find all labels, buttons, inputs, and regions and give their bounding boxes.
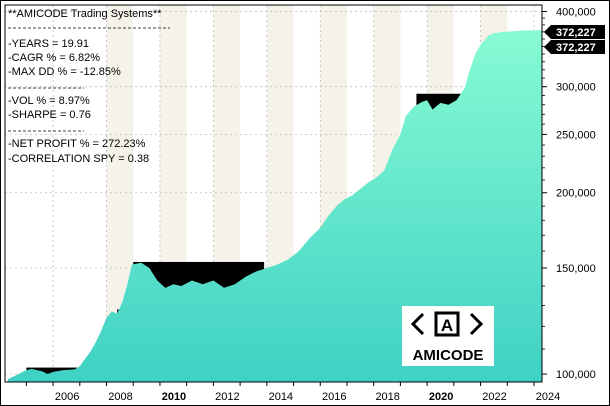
stat-vol: -VOL % = 8.97% [8, 95, 90, 107]
stat-sharpe: -SHARPE = 0.76 [8, 109, 91, 121]
stat-correlation: -CORRELATION SPY = 0.38 [8, 153, 149, 165]
x-tick-label: 2018 [375, 391, 399, 403]
y-tick-label: 250,000 [556, 129, 596, 141]
last-value-tag [544, 25, 605, 39]
y-tick-label: 300,000 [556, 82, 596, 94]
stats-title: **AMICODE Trading Systems** [8, 8, 162, 20]
y-tick-label: 150,000 [556, 263, 596, 275]
y-tick-label: 200,000 [556, 188, 596, 200]
last-value-tags: 372,227 372,227 [544, 25, 605, 54]
x-tick-label: 2024 [536, 391, 560, 403]
logo-box [434, 311, 460, 337]
x-tick-label: 2006 [55, 391, 79, 403]
x-axis: 2006 2008 2010 2012 2014 2016 2018 2020 2022 2024 [25, 382, 560, 403]
logo-left-chevron [410, 312, 425, 336]
plot-frame [4, 4, 543, 383]
stat-cagr: -CAGR % = 6.82% [8, 52, 100, 64]
logo-text: AMICODE [413, 347, 484, 364]
last-value-label: 372,227 [556, 27, 596, 39]
stat-max-dd: -MAX DD % = -12.85% [8, 66, 121, 78]
y-tick-label: 100,000 [556, 369, 596, 381]
stat-net-profit: -NET PROFIT % = 272.23% [8, 138, 146, 150]
stat-years: -YEARS = 19.91 [8, 38, 89, 50]
last-value-label: 372,227 [556, 42, 596, 54]
amicode-logo: A AMICODE [402, 306, 494, 366]
x-tick-label: 2012 [215, 391, 239, 403]
x-tick-label: 2008 [108, 391, 132, 403]
x-tick-label: 2016 [322, 391, 346, 403]
x-tick-label: 2020 [429, 391, 453, 403]
x-tick-label: 2014 [269, 391, 293, 403]
logo-glyph: A [441, 316, 453, 335]
x-tick-label: 2010 [162, 391, 186, 403]
last-value-tag [544, 40, 605, 54]
drawdown-region [26, 367, 78, 376]
equity-area [7, 30, 542, 382]
logo-right-chevron [469, 312, 484, 336]
stats-panel: **AMICODE Trading Systems** -YEARS = 19.… [8, 8, 170, 165]
y-axis: 100,000 150,000 200,000 250,000 300,000 400,0… [542, 6, 596, 381]
y-tick-label: 400,000 [556, 6, 596, 18]
x-tick-label: 2022 [482, 391, 506, 403]
